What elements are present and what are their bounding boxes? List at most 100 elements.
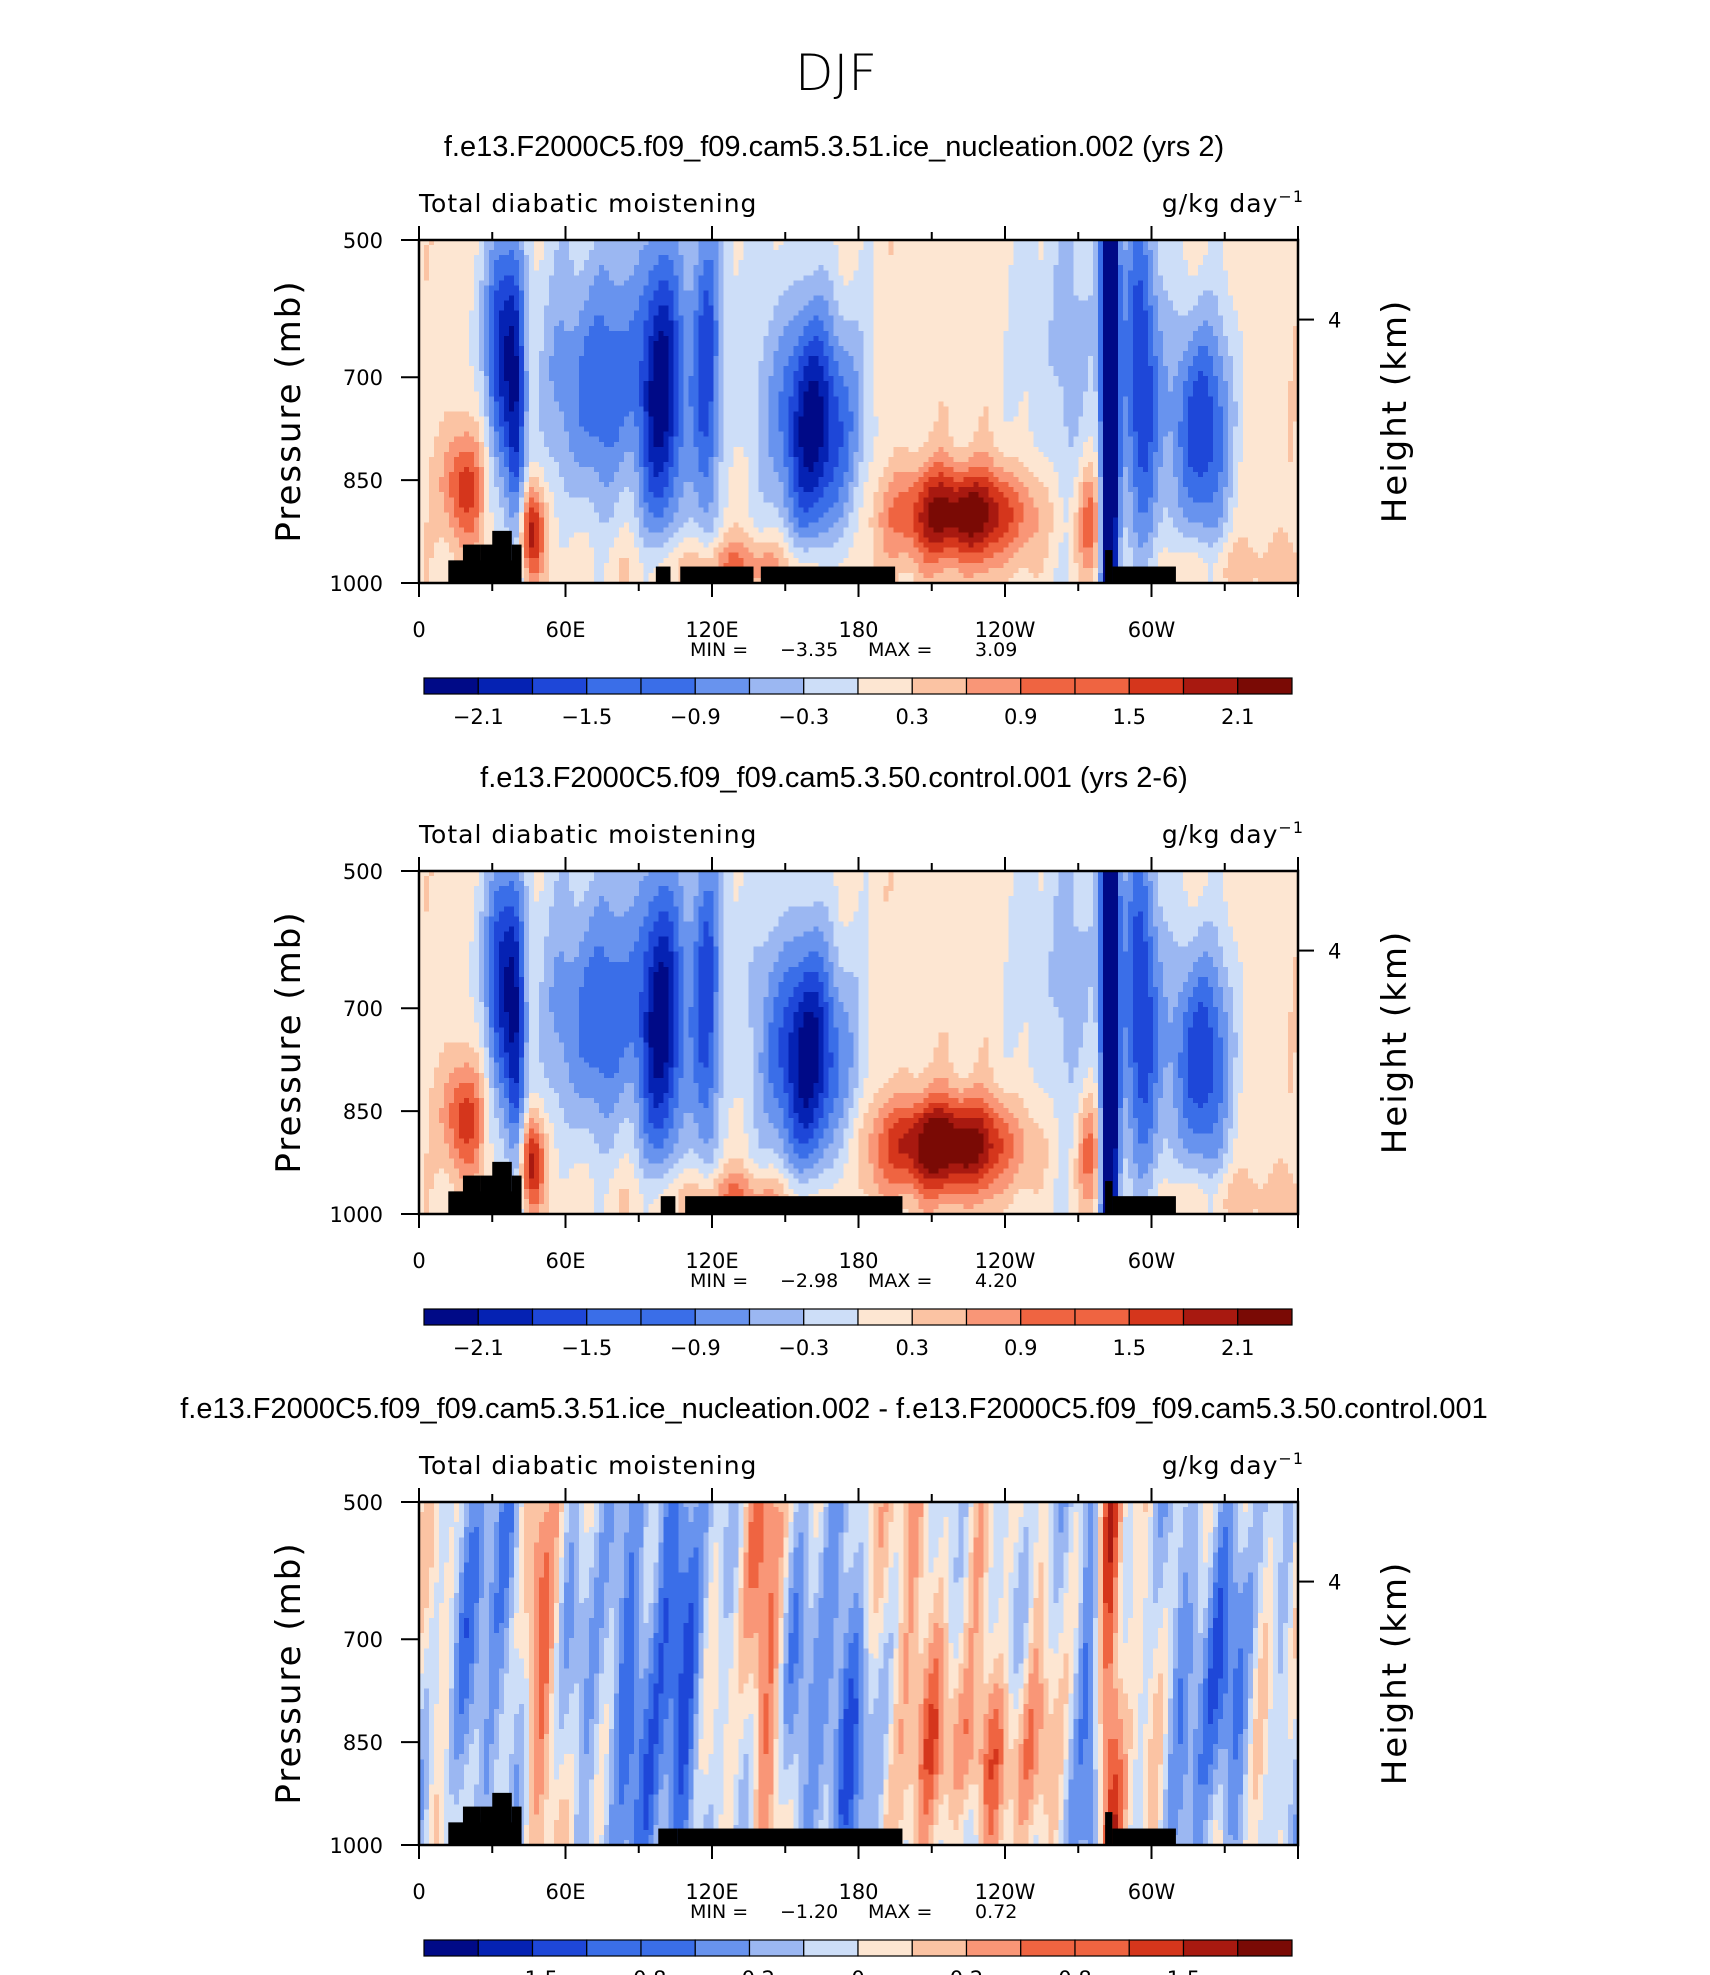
contour-cell (708, 310, 715, 317)
contour-cell (1173, 245, 1179, 251)
contour-cell (863, 376, 870, 382)
contour-cell (1008, 325, 1014, 332)
contour-cell (698, 300, 705, 307)
contour-cell (703, 250, 710, 256)
contour-cell (1113, 260, 1119, 266)
contour-cell (568, 366, 575, 372)
contour-cell (983, 290, 989, 297)
contour-cell (888, 260, 895, 266)
contour-cell (843, 330, 850, 337)
contour-cell (523, 371, 530, 377)
contour-cell (1218, 320, 1224, 327)
contour-cell (548, 260, 555, 266)
contour-cell (1288, 305, 1294, 312)
contour-cell (893, 270, 900, 276)
contour-cell (693, 371, 700, 377)
contour-cell (568, 381, 575, 387)
contour-cell (493, 245, 500, 251)
contour-cell (513, 330, 520, 337)
contour-cell (1288, 265, 1294, 271)
contour-cell (468, 270, 475, 276)
contour-cell (623, 330, 630, 337)
contour-cell (1173, 240, 1179, 246)
contour-cell (1243, 366, 1249, 372)
contour-cell (718, 315, 725, 322)
contour-cell (1158, 376, 1164, 382)
contour-cell (1033, 376, 1039, 382)
contour-cell (873, 305, 880, 312)
contour-cell (663, 320, 670, 327)
contour-cell (1093, 335, 1099, 342)
contour-cell (443, 275, 450, 281)
contour-cell (538, 280, 545, 286)
contour-cell (623, 381, 630, 387)
contour-cell (723, 260, 730, 266)
contour-cell (1113, 290, 1119, 297)
contour-cell (643, 305, 650, 312)
contour-cell (419, 320, 425, 327)
contour-cell (1013, 376, 1019, 382)
contour-cell (1113, 295, 1119, 302)
contour-cell (528, 376, 535, 382)
contour-cell (803, 315, 810, 322)
contour-cell (1183, 345, 1189, 352)
contour-cell (703, 325, 710, 332)
contour-cell (718, 305, 725, 312)
contour-cell (1203, 335, 1209, 342)
contour-cell (933, 290, 939, 297)
contour-cell (948, 330, 954, 337)
contour-cell (1028, 290, 1034, 297)
contour-cell (433, 265, 440, 271)
contour-cell (833, 376, 840, 382)
contour-cell (483, 270, 490, 276)
contour-cell (1168, 361, 1174, 367)
contour-cell (828, 265, 835, 271)
contour-cell (848, 320, 855, 327)
contour-cell (1158, 285, 1164, 292)
contour-cell (643, 245, 650, 251)
contour-cell (578, 240, 585, 246)
contour-cell (803, 295, 810, 302)
contour-cell (1103, 270, 1109, 276)
contour-cell (768, 295, 775, 302)
contour-cell (503, 381, 510, 387)
contour-cell (898, 250, 905, 256)
contour-cell (893, 356, 900, 362)
contour-cell (778, 350, 785, 357)
contour-cell (918, 305, 925, 312)
contour-cell (1158, 371, 1164, 377)
contour-cell (563, 350, 570, 357)
contour-cell (1143, 320, 1149, 327)
contour-cell (668, 245, 675, 251)
contour-cell (1098, 361, 1104, 367)
contour-cell (448, 310, 455, 317)
contour-cell (838, 305, 845, 312)
contour-cell (643, 320, 650, 327)
contour-cell (483, 361, 490, 367)
contour-cell (948, 275, 954, 281)
contour-cell (968, 265, 974, 271)
contour-cell (508, 376, 515, 382)
contour-cell (748, 295, 755, 302)
contour-cell (668, 255, 675, 261)
contour-cell (1173, 356, 1179, 362)
contour-cell (1128, 250, 1134, 256)
contour-cell (833, 345, 840, 352)
contour-cell (543, 350, 550, 357)
contour-cell (1223, 345, 1229, 352)
contour-cell (1048, 366, 1054, 372)
contour-cell (833, 320, 840, 327)
contour-cell (573, 240, 580, 246)
contour-cell (833, 310, 840, 317)
contour-cell (618, 240, 625, 246)
contour-cell (493, 376, 500, 382)
contour-cell (1178, 275, 1184, 281)
contour-cell (1243, 285, 1249, 292)
contour-cell (543, 285, 550, 292)
contour-cell (1123, 376, 1129, 382)
contour-cell (533, 305, 540, 312)
contour-cell (728, 255, 735, 261)
contour-cell (618, 371, 625, 377)
contour-cell (798, 330, 805, 337)
contour-cell (1043, 250, 1049, 256)
